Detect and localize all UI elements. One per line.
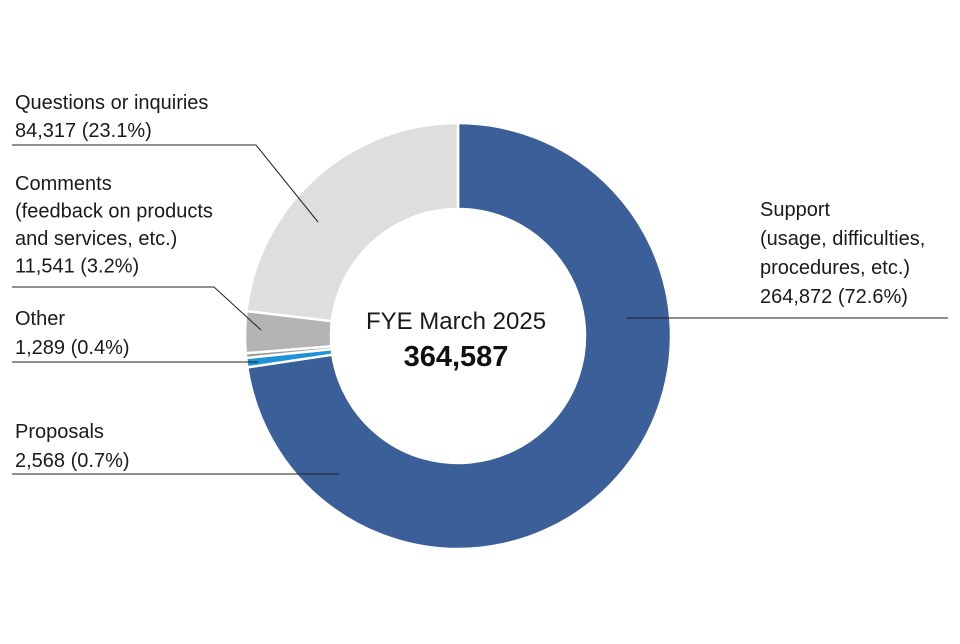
- slice-questions: [245, 121, 460, 323]
- label-questions: Questions or inquiries 84,317 (23.1%): [15, 92, 208, 142]
- leader-lines: [12, 144, 948, 475]
- label-support-line: Support: [760, 199, 830, 221]
- label-proposals-line: 2,568 (0.7%): [15, 450, 130, 472]
- center-total: 364,587: [404, 341, 509, 373]
- label-support-line: (usage, difficulties,: [760, 228, 925, 250]
- label-questions-line: Questions or inquiries: [15, 92, 208, 114]
- leader-comments: [12, 286, 262, 331]
- center-title: FYE March 2025: [366, 308, 546, 335]
- label-other-line: 1,289 (0.4%): [15, 337, 130, 359]
- slice-support: [246, 121, 673, 551]
- donut-slices: [243, 121, 673, 551]
- slice-labels: Support (usage, difficulties, procedures, …: [15, 92, 925, 472]
- label-comments-line: (feedback on products: [15, 201, 213, 223]
- label-comments-line: and services, etc.): [15, 228, 177, 250]
- label-comments-line: 11,541 (3.2%): [15, 256, 139, 278]
- label-other: Other 1,289 (0.4%): [15, 308, 130, 359]
- label-comments: Comments (feedback on products and service…: [15, 173, 213, 278]
- leader-questions: [12, 144, 319, 223]
- label-questions-line: 84,317 (23.1%): [15, 120, 152, 142]
- label-other-line: Other: [15, 308, 65, 330]
- label-support: Support (usage, difficulties, procedures, …: [760, 199, 925, 308]
- label-support-line: procedures, etc.): [760, 257, 910, 279]
- label-support-line: 264,872 (72.6%): [760, 286, 908, 308]
- label-proposals: Proposals 2,568 (0.7%): [15, 421, 130, 472]
- label-comments-line: Comments: [15, 173, 112, 195]
- label-proposals-line: Proposals: [15, 421, 104, 443]
